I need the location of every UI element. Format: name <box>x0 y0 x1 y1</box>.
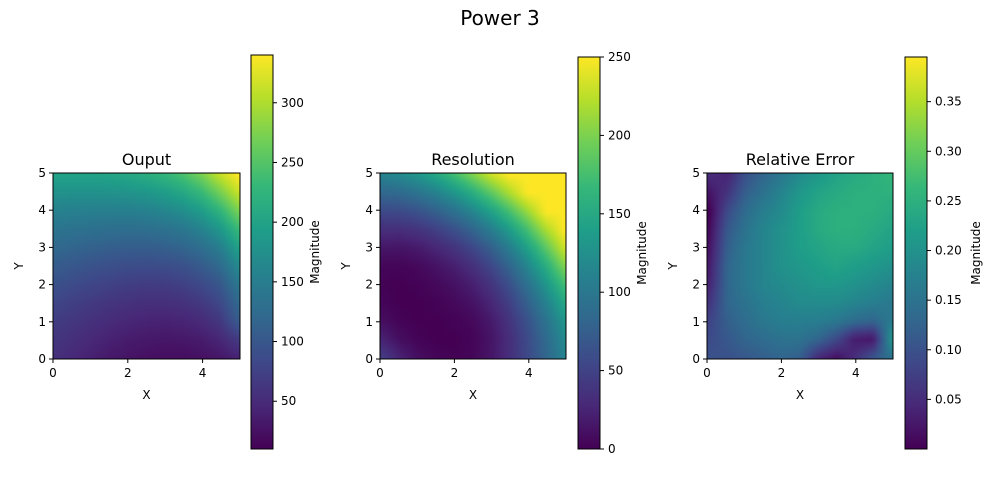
axes-frame <box>706 172 894 360</box>
axes-frame <box>52 172 241 360</box>
x-axis-label: X <box>469 388 477 402</box>
axes-title: Ouput <box>122 150 171 169</box>
x-axis-label: X <box>142 388 150 402</box>
y-tick-label: 3 <box>365 240 373 254</box>
colorbar-tick-label: 0.05 <box>935 392 962 406</box>
colorbar-tick-label: 0.35 <box>935 95 962 109</box>
y-tick-label: 4 <box>38 203 46 217</box>
x-tick-label: 4 <box>852 366 860 380</box>
colorbar-tick-label: 50 <box>281 394 296 408</box>
colorbar-tick-label: 150 <box>281 275 304 289</box>
colorbar-tick-label: 100 <box>608 285 631 299</box>
y-tick-label: 0 <box>365 352 373 366</box>
x-tick-label: 4 <box>199 366 207 380</box>
y-tick-label: 2 <box>692 278 700 292</box>
y-tick-label: 1 <box>38 315 46 329</box>
x-tick-label: 0 <box>376 366 384 380</box>
colorbar-label: Magnitude <box>969 221 983 285</box>
colorbar-tick-label: 250 <box>608 50 631 64</box>
colorbar-tick-label: 0.20 <box>935 244 962 258</box>
colorbar-tick-label: 300 <box>281 96 304 110</box>
y-tick-label: 3 <box>692 240 700 254</box>
colorbar-tick-label: 0.15 <box>935 293 962 307</box>
heatmap-image <box>380 173 566 359</box>
colorbar-tick-label: 100 <box>281 335 304 349</box>
y-tick-label: 5 <box>38 166 46 180</box>
x-tick-label: 0 <box>49 366 57 380</box>
colorbar-tick-label: 50 <box>608 364 623 378</box>
colorbar-tick-label: 0 <box>608 442 616 456</box>
x-tick-label: 4 <box>525 366 533 380</box>
y-tick-label: 2 <box>38 278 46 292</box>
colorbar-label: Magnitude <box>308 220 322 284</box>
figure-title: Power 3 <box>460 6 540 30</box>
panel-1: Ouput 0 2 4 0 1 2 3 4 5 X Y 50 100 150 200 250 300 Magnitu… <box>12 54 322 450</box>
colorbar <box>250 54 274 450</box>
y-tick-label: 2 <box>365 278 373 292</box>
y-tick-label: 0 <box>38 352 46 366</box>
x-axis-label: X <box>796 388 804 402</box>
y-tick-label: 4 <box>692 203 700 217</box>
y-axis-label: Y <box>339 262 353 271</box>
colorbar <box>577 56 601 450</box>
y-tick-label: 4 <box>365 203 373 217</box>
axes-title: Relative Error <box>746 150 855 169</box>
colorbar-tick-label: 0.25 <box>935 194 962 208</box>
y-tick-label: 5 <box>365 166 373 180</box>
colorbar-tick-label: 250 <box>281 155 304 169</box>
colorbar-label: Magnitude <box>635 221 649 285</box>
y-axis-label: Y <box>666 262 680 271</box>
x-tick-label: 2 <box>451 366 459 380</box>
colorbar-tick-label: 0.10 <box>935 343 962 357</box>
colorbar <box>904 56 928 450</box>
colorbar-tick-label: 200 <box>608 128 631 142</box>
x-tick-label: 0 <box>703 366 711 380</box>
x-tick-label: 2 <box>778 366 786 380</box>
panel-2: Resolution 0 2 4 0 1 2 3 4 5 X Y 0 50 100 150 200 250 Magn… <box>339 50 649 456</box>
x-tick-label: 2 <box>124 366 132 380</box>
axes-title: Resolution <box>431 150 515 169</box>
y-axis-label: Y <box>12 262 26 271</box>
y-tick-label: 5 <box>692 166 700 180</box>
y-tick-label: 1 <box>365 315 373 329</box>
axes-frame <box>379 172 567 360</box>
heatmap-image <box>707 173 893 359</box>
y-tick-label: 3 <box>38 240 46 254</box>
y-tick-label: 1 <box>692 315 700 329</box>
colorbar-tick-label: 200 <box>281 215 304 229</box>
colorbar-tick-label: 0.30 <box>935 144 962 158</box>
y-tick-label: 0 <box>692 352 700 366</box>
heatmap-image <box>53 173 240 359</box>
colorbar-tick-label: 150 <box>608 207 631 221</box>
panel-3: Relative Error 0 2 4 0 1 2 3 4 5 X Y 0.05 0.10 0.15 0.2… <box>666 56 983 450</box>
